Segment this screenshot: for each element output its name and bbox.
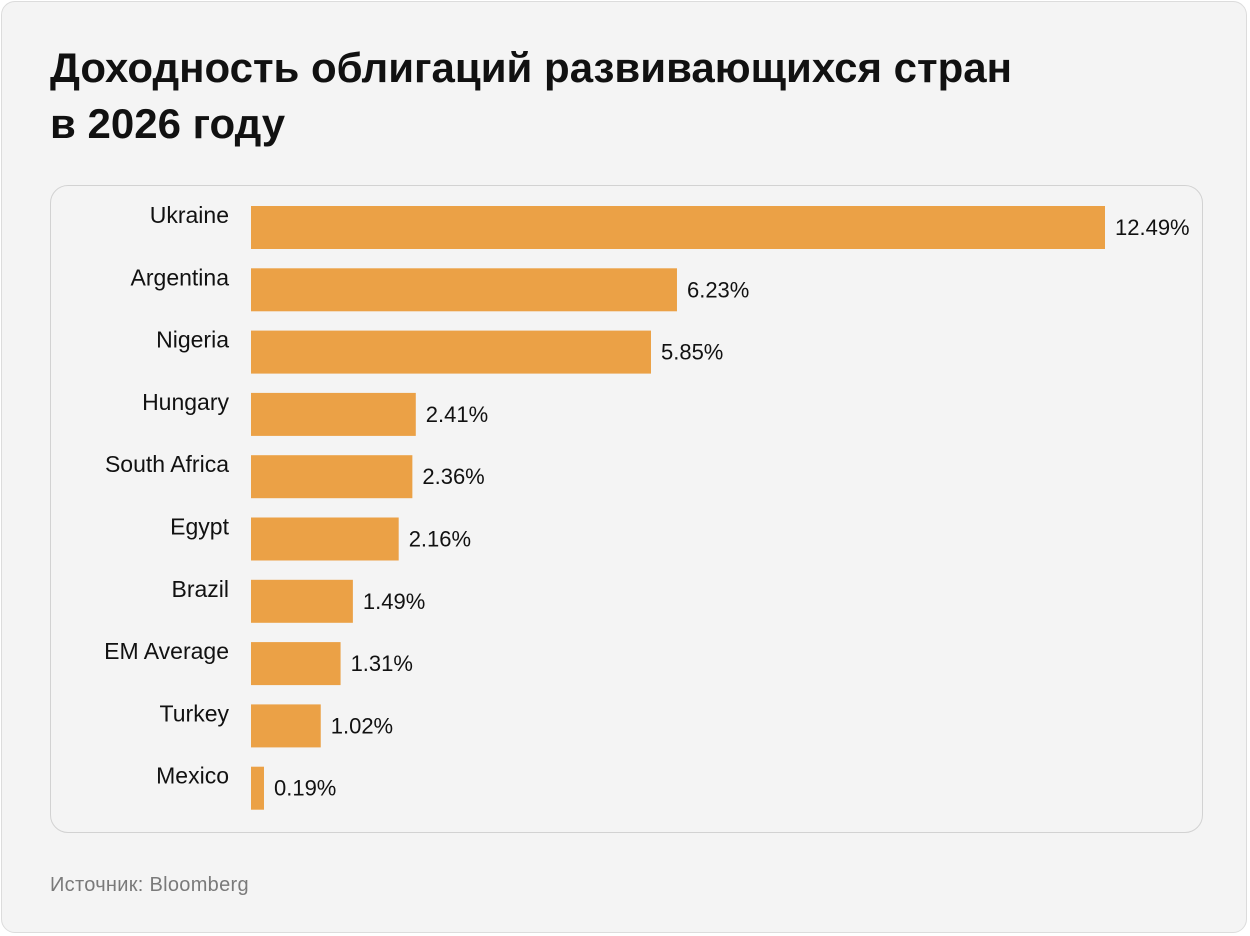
category-label-brazil: Brazil [171,576,229,602]
chart-title: Доходность облигаций развивающихся стран… [50,40,1150,152]
chart-title-line-1: Доходность облигаций развивающихся стран [50,44,1012,91]
category-label-hungary: Hungary [142,389,229,415]
chart-panel: Ukraine 12.49% Argentina 6.23% Nigeria 5.85% H… [50,185,1203,833]
category-label-egypt: Egypt [170,514,229,540]
source-note: Источник: Bloomberg [50,874,249,896]
bar-argentina [251,268,677,312]
category-label-turkey: Turkey [160,700,230,726]
category-label-nigeria: Nigeria [156,327,229,353]
category-label-mexico: Mexico [156,763,229,789]
value-label-turkey: 1.02% [331,713,393,738]
category-label-south-africa: South Africa [105,451,229,477]
value-label-south-africa: 2.36% [422,464,484,489]
category-label-argentina: Argentina [131,264,230,290]
value-label-brazil: 1.49% [363,589,425,614]
value-label-em-average: 1.31% [351,651,413,676]
chart-title-line-2: в 2026 году [50,100,286,147]
bar-turkey [251,704,321,748]
value-label-egypt: 2.16% [409,527,471,552]
bar-ukraine [251,206,1105,249]
value-label-mexico: 0.19% [274,776,336,801]
bar-em-average [251,642,341,686]
bar-hungary [251,392,416,436]
value-label-hungary: 2.41% [426,402,488,427]
category-label-ukraine: Ukraine [150,202,229,228]
bar-south-africa [251,455,413,499]
value-label-argentina: 6.23% [687,277,749,302]
category-label-em-average: EM Average [104,638,229,664]
bar-brazil [251,579,353,623]
bar-mexico [251,766,264,810]
value-label-ukraine: 12.49% [1115,215,1190,240]
value-label-nigeria: 5.85% [661,340,723,365]
bar-chart: Ukraine 12.49% Argentina 6.23% Nigeria 5.85% H… [104,202,1190,810]
bar-nigeria [251,330,651,374]
bar-egypt [251,517,399,561]
